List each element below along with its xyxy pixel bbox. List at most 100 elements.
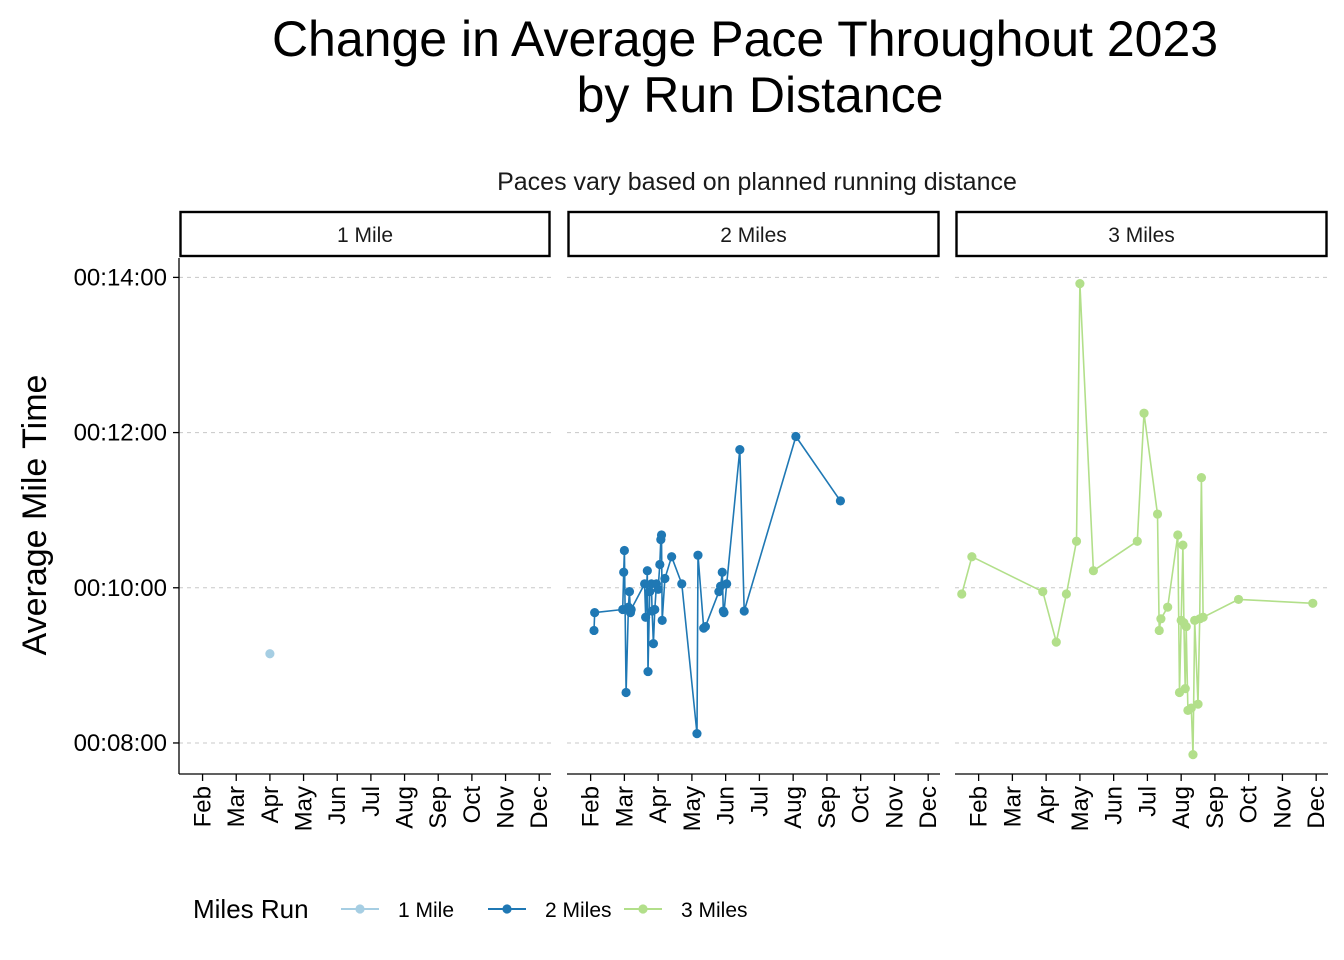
data-point — [1038, 587, 1048, 597]
legend-label: 2 Miles — [545, 899, 612, 922]
facet-strip — [567, 210, 940, 258]
data-point — [1071, 536, 1082, 546]
data-point — [967, 552, 977, 562]
x-tick-label: Dec — [1303, 786, 1330, 829]
data-point — [1196, 472, 1207, 483]
y-tick-label: 00:10:00 — [74, 575, 167, 602]
data-point — [643, 666, 653, 677]
x-tick-label: May — [1067, 786, 1094, 831]
x-tick-label: Apr — [1033, 786, 1060, 823]
x-tick-label: Oct — [1236, 786, 1263, 824]
data-point — [1180, 684, 1190, 694]
x-tick-label: Feb — [190, 786, 217, 827]
x-tick-label: Oct — [848, 786, 875, 824]
data-point — [265, 649, 275, 659]
data-point — [1061, 589, 1071, 599]
data-point — [590, 608, 600, 618]
facet-strip-label: 3 Miles — [1108, 224, 1175, 247]
facet-panel-2-miles: 2 Miles Feb Mar Apr May Jun Jul Aug Sep Oct Nov Dec — [567, 210, 942, 831]
legend-entry-3-miles: 3 Miles — [624, 899, 748, 922]
facet-panel-3-miles: 3 Miles Feb Mar Apr May Jun Jul Aug Sep Oct Nov Dec — [955, 210, 1330, 831]
data-point — [648, 639, 659, 649]
x-tick-label: Apr — [645, 786, 672, 823]
x-tick-label: May — [291, 786, 318, 831]
data-point — [692, 729, 702, 739]
x-tick-label: Jun — [1101, 786, 1128, 825]
y-axis-title: Average Mile Time — [16, 375, 54, 656]
series-line-3-miles — [961, 282, 1313, 756]
data-point — [621, 687, 631, 698]
y-tick-label: 00:14:00 — [74, 264, 167, 291]
facet-strip — [955, 210, 1328, 258]
x-tick-label: Sep — [1202, 786, 1229, 829]
data-point — [722, 579, 732, 589]
chart-title-line1: Change in Average Pace Throughout 2023 — [272, 11, 1218, 67]
y-tick-label: 00:08:00 — [74, 730, 167, 757]
data-point — [619, 567, 629, 577]
legend-label: 3 Miles — [681, 899, 748, 922]
x-tick-label: May — [679, 786, 706, 831]
x-tick-label: Oct — [459, 786, 486, 824]
legend-title: Miles Run — [193, 894, 309, 924]
data-point — [660, 573, 670, 584]
data-point — [957, 589, 967, 599]
data-point — [653, 584, 663, 594]
facet-panel-1-mile: 1 Mile Feb Mar Apr May Jun Jul Aug Sep Oct Nov Dec — [179, 210, 553, 831]
data-point — [1186, 703, 1196, 713]
data-point — [667, 552, 677, 562]
legend: Miles Run 1 Mile 2 Miles 3 Miles — [193, 894, 748, 924]
data-point — [739, 606, 749, 616]
facet-strip — [179, 210, 551, 258]
x-tick-label: Dec — [915, 786, 942, 829]
x-tick-label: Aug — [1168, 786, 1195, 829]
data-point — [624, 587, 635, 597]
x-tick-label: Feb — [578, 786, 605, 827]
legend-key-point — [355, 904, 365, 914]
x-tick-label: Sep — [814, 786, 841, 829]
x-tick-label: Mar — [223, 786, 250, 827]
data-point — [1308, 598, 1318, 608]
data-point — [719, 608, 729, 618]
data-point — [655, 559, 665, 570]
data-point — [1233, 594, 1244, 605]
legend-key-point — [638, 904, 648, 914]
data-point — [1088, 566, 1098, 576]
data-point — [642, 566, 652, 576]
data-point — [700, 621, 710, 632]
data-point — [1163, 602, 1173, 612]
data-point — [1188, 750, 1198, 760]
data-point — [656, 530, 667, 540]
x-tick-label: Jul — [1134, 786, 1161, 817]
data-point — [1193, 699, 1203, 709]
x-tick-label: Aug — [392, 786, 419, 829]
data-point — [693, 550, 703, 560]
data-point — [1139, 408, 1149, 418]
data-point — [641, 612, 651, 622]
data-point — [677, 579, 687, 589]
facet-strip-label: 1 Mile — [337, 224, 393, 247]
data-point — [640, 579, 650, 589]
chart-subtitle: Paces vary based on planned running dist… — [497, 168, 1017, 196]
x-tick-label: Sep — [425, 786, 452, 829]
x-tick-label: Nov — [881, 786, 908, 829]
data-point — [626, 604, 636, 615]
y-tick-label: 00:12:00 — [74, 420, 167, 447]
data-point — [1152, 509, 1163, 519]
data-point — [657, 615, 667, 625]
chart-title-line2: by Run Distance — [577, 67, 944, 123]
x-tick-label: Nov — [1269, 786, 1296, 829]
data-point — [619, 545, 629, 556]
data-point — [1132, 536, 1142, 546]
data-point — [1181, 621, 1191, 632]
x-tick-label: Jul — [358, 786, 385, 817]
x-tick-label: Dec — [526, 786, 553, 829]
facet-strip-label: 2 Miles — [720, 224, 787, 247]
data-point — [1198, 612, 1208, 622]
data-point — [835, 496, 846, 506]
data-point — [735, 445, 745, 455]
x-tick-label: Aug — [780, 786, 807, 829]
legend-label: 1 Mile — [398, 899, 454, 922]
data-point — [1178, 540, 1188, 550]
